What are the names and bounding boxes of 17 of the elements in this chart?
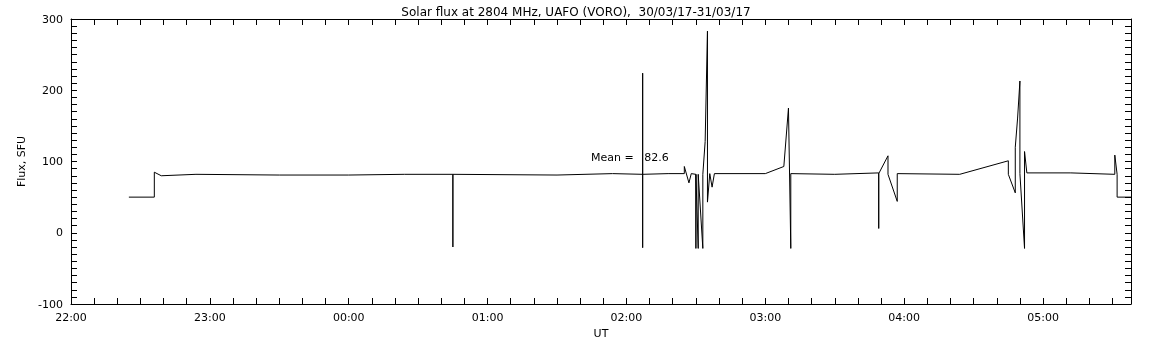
x-axis-title: UT (593, 326, 609, 340)
y-tick-label: 0 (56, 226, 63, 240)
y-tick-label: -100 (38, 297, 63, 311)
x-tick-label: 04:00 (888, 311, 921, 324)
y-tick-label: 200 (42, 83, 63, 97)
chart-title: Solar flux at 2804 MHz, UAFO (VORO), 30/03/17-31/03/17 (401, 5, 751, 19)
y-tick-label: 100 (42, 155, 63, 168)
x-tick-label: 02:00 (610, 311, 643, 324)
x-tick-label: 00:00 (332, 311, 365, 324)
annotation: Mean = 82.6 (591, 151, 669, 164)
x-tick-label: 22:00 (55, 311, 87, 324)
x-tick-label: 05:00 (1027, 311, 1059, 324)
x-tick-label: 23:00 (194, 311, 226, 324)
y-axis-title: Flux, SFU (15, 135, 29, 188)
y-tick-label: 300 (42, 12, 63, 26)
x-tick-label: 01:00 (471, 311, 504, 324)
x-tick-label: 03:00 (749, 311, 782, 324)
